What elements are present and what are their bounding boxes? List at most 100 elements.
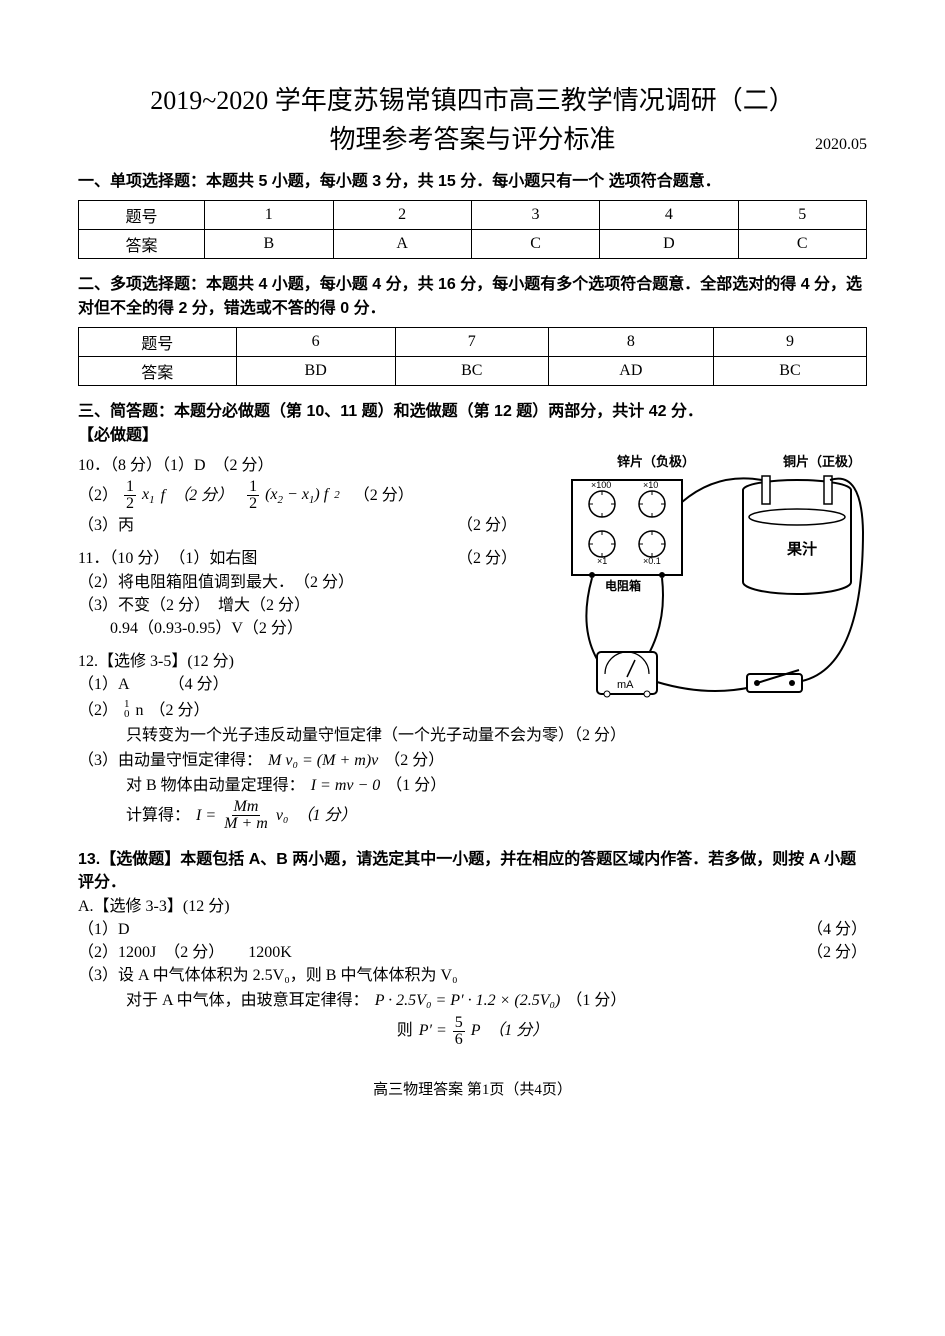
frac-den: M + m <box>222 816 270 832</box>
presub: 0 <box>124 710 130 720</box>
milliammeter-icon: mA <box>597 652 657 697</box>
q13-l3: （3）设 A 中气体体积为 2.5V₀，则 B 中气体体积为 V₀ <box>78 964 867 987</box>
q13-l5: 则 P′ = 5 6 P （1 分） <box>78 1015 867 1048</box>
subscript: 1 <box>149 494 155 506</box>
q10-l2-open: （2） <box>78 484 118 507</box>
juice-label: 果汁 <box>786 540 817 558</box>
section2-heading-text: 二、多项选择题：本题共 4 小题，每小题 4 分，共 16 分，每小题有多个选项… <box>78 276 862 317</box>
frac-den: 6 <box>453 1032 465 1048</box>
required-label: 【必做题】 <box>78 427 158 444</box>
cell-ans: B <box>205 230 333 259</box>
q11-line4: 0.94（0.93-0.95）V（2 分） <box>78 617 557 640</box>
title-line1: 2019~2020 学年度苏锡常镇四市高三教学情况调研（二） <box>78 80 867 117</box>
nuclide-prefix: 1 0 <box>124 700 130 720</box>
cell-ans: BC <box>395 357 548 386</box>
resistor-box-label: 电阻箱 <box>605 578 641 593</box>
var-f1: f （2 分） <box>161 484 241 507</box>
frac-num: Mm <box>232 799 261 816</box>
cell-num: 6 <box>236 328 395 357</box>
q12-l5: 对 B 物体由动量定理得： I = mv − 0 （1 分） <box>78 774 867 797</box>
equation: I = mv − 0 <box>311 774 381 797</box>
dial-label: ×0.1 <box>643 556 661 566</box>
cell-label: 题号 <box>79 328 237 357</box>
q12-l6-prefix: 计算得： <box>78 804 190 827</box>
title-date: 2020.05 <box>815 136 867 154</box>
section2-heading: 二、多项选择题：本题共 4 小题，每小题 4 分，共 16 分，每小题有多个选项… <box>78 273 867 321</box>
juice-cup-icon: 果汁 <box>743 476 851 594</box>
table-row: 答案 BD BC AD BC <box>79 357 867 386</box>
var-x1: x1 <box>142 483 155 509</box>
nuclide-n: n <box>136 699 144 722</box>
q10-line2: （2） 1 2 x1f （2 分） 1 2 (x2 − x1) f2 （2 分） <box>78 479 557 512</box>
cell-num: 1 <box>205 201 333 230</box>
q13-l5-prefix: 则 <box>397 1019 413 1042</box>
wire-4 <box>647 578 663 657</box>
table-row: 题号 6 7 8 9 <box>79 328 867 357</box>
frac-num: 5 <box>453 1015 465 1032</box>
q13-l4: 对于 A 中气体，由玻意耳定律得： P · 2.5V₀ = P′ · 1.2 ×… <box>78 989 867 1012</box>
frac-num: 1 <box>247 479 259 496</box>
q12-l4: （3）由动量守恒定律得： M v₀ = (M + m)v （2 分） <box>78 749 867 772</box>
q13-header: 13.【选做题】本题包括 A、B 两小题，请选定其中一小题，并在相应的答题区域内… <box>78 848 867 894</box>
q13-l2: （2）1200J （2 分） 1200K （2 分） <box>78 941 867 964</box>
section3-heading-text: 三、简答题：本题分必做题（第 10、11 题）和选做题（第 12 题）两部分，共… <box>78 403 703 420</box>
cell-ans: C <box>738 230 866 259</box>
q13-ans1: （1）D <box>78 918 130 941</box>
score-text: （1 分） <box>386 774 446 797</box>
cell-num: 7 <box>395 328 548 357</box>
page-footer: 高三物理答案 第1页（共4页） <box>78 1078 867 1099</box>
q13-A-header: A.【选修 3-3】(12 分) <box>78 895 867 918</box>
table-section2: 题号 6 7 8 9 答案 BD BC AD BC <box>78 327 867 386</box>
score-text: （2 分） <box>807 941 867 964</box>
title-line2: 物理参考答案与评分标准 <box>329 119 615 156</box>
dial-label: ×1 <box>597 556 607 566</box>
q13-l1: （1）D （4 分） <box>78 918 867 941</box>
q12-l3: 只转变为一个光子违反动量守恒定律（一个光子动量不会为零）（2 分） <box>78 724 867 747</box>
q12-l6: 计算得： I = Mm M + m v₀ （1 分） <box>78 799 867 832</box>
q11-line3: （3）不变（2 分） 增大（2 分） <box>78 594 557 617</box>
var-I: I = <box>196 804 216 827</box>
score-text: （4 分） <box>807 918 867 941</box>
section1-heading-text: 一、单项选择题：本题共 5 小题，每小题 3 分，共 15 分．每小题只有一个 … <box>78 173 721 190</box>
q12-l2-open: （2） <box>78 699 118 722</box>
resistor-box-icon <box>572 480 682 575</box>
meter-label: mA <box>617 679 634 691</box>
cell-num: 5 <box>738 201 866 230</box>
table-section1: 题号 1 2 3 4 5 答案 B A C D C <box>78 200 867 259</box>
score-text: （2 分） <box>457 514 517 537</box>
fraction: 1 2 <box>124 479 136 512</box>
cell-ans: AD <box>548 357 713 386</box>
cell-label: 答案 <box>79 357 237 386</box>
fraction: 1 2 <box>247 479 259 512</box>
dial-label: ×10 <box>643 480 658 490</box>
cell-ans: BC <box>713 357 866 386</box>
var-Pprime: P′ = <box>419 1019 447 1042</box>
cell-num: 8 <box>548 328 713 357</box>
q12-l4-prefix: （3）由动量守恒定律得： <box>78 749 262 772</box>
superscript: 2 <box>334 488 340 504</box>
score-text: （2 分） <box>384 749 444 772</box>
switch-icon <box>747 670 802 692</box>
section3-heading: 三、简答题：本题分必做题（第 10、11 题）和选做题（第 12 题）两部分，共… <box>78 400 867 448</box>
equation: P · 2.5V₀ = P′ · 1.2 × (2.5V₀) <box>375 989 561 1012</box>
cell-num: 2 <box>333 201 471 230</box>
q13-l4-prefix: 对于 A 中气体，由玻意耳定律得： <box>78 989 369 1012</box>
eq-tail: v₀ （1 分） <box>276 804 357 827</box>
cell-ans: A <box>333 230 471 259</box>
q11-line2: （2）将电阻箱阻值调到最大． （2 分） <box>78 571 557 594</box>
q11-l1-text: 11．（10 分） （1）如右图 <box>78 547 257 570</box>
score-text: （1 分） <box>566 989 626 1012</box>
score-text: （2 分） <box>457 547 517 570</box>
q12-l2: （2） 1 0 n （2 分） <box>78 699 557 722</box>
score-text: （2 分） <box>150 699 210 722</box>
q12-l5-prefix: 对 B 物体由动量定理得： <box>78 774 305 797</box>
table-row: 题号 1 2 3 4 5 <box>79 201 867 230</box>
cell-num: 9 <box>713 328 866 357</box>
fig-label-copper: 铜片（正极） <box>783 454 861 470</box>
q13-ans2: （2）1200J （2 分） 1200K <box>78 941 292 964</box>
cell-label: 答案 <box>79 230 205 259</box>
equation: M v₀ = (M + m)v <box>268 749 378 772</box>
paren-expr: (x2 − x1) f <box>265 483 328 509</box>
section1-heading: 一、单项选择题：本题共 5 小题，每小题 3 分，共 15 分．每小题只有一个 … <box>78 170 867 194</box>
cell-num: 4 <box>600 201 738 230</box>
